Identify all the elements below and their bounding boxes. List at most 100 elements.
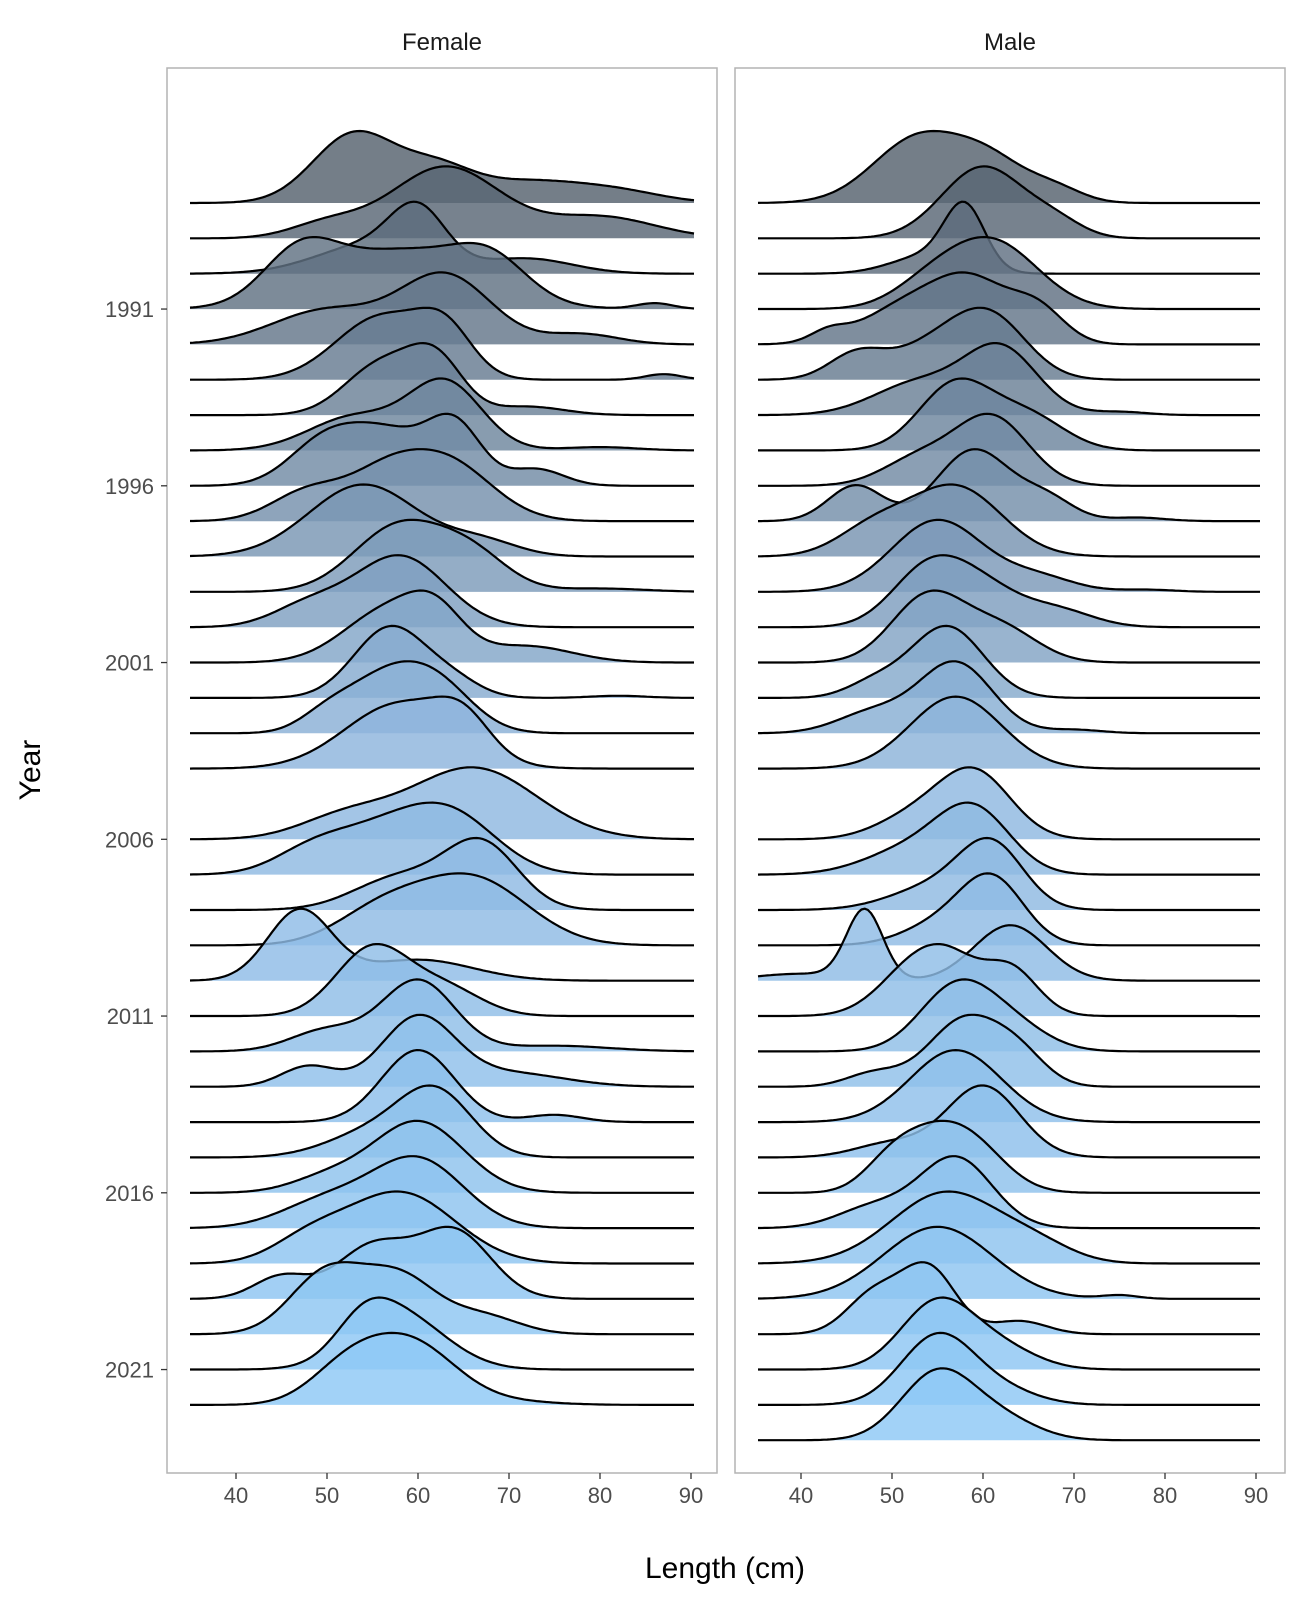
ridge-fill xyxy=(758,944,1260,1017)
x-axis-title: Length (cm) xyxy=(645,1552,805,1585)
ridge-male-2006 xyxy=(758,766,1260,841)
ridge-line xyxy=(758,1296,1260,1371)
ridge-line xyxy=(758,1225,1260,1300)
ridge-fill xyxy=(190,555,694,628)
ridge-male-1992 xyxy=(758,271,1260,346)
ridge-fill xyxy=(758,802,1260,875)
ridge-male-2018 xyxy=(758,1190,1260,1265)
ridge-female-1997 xyxy=(190,448,694,523)
ridge-fill xyxy=(758,873,1260,946)
ridge-line xyxy=(758,448,1260,523)
ridge-line xyxy=(190,836,694,912)
ridge-female-1989 xyxy=(190,165,695,240)
ridge-line xyxy=(758,306,1260,381)
ridge-male-2001 xyxy=(758,589,1260,664)
ridge-fill xyxy=(758,1120,1260,1193)
ridge-male-1995 xyxy=(758,377,1260,452)
ridge-line xyxy=(758,1084,1260,1159)
ridge-line xyxy=(189,483,694,558)
ridge-line xyxy=(758,1367,1260,1442)
ridge-fill xyxy=(758,908,1260,981)
ridge-female-2001 xyxy=(190,589,694,664)
ridge-female-2022 xyxy=(190,1331,694,1406)
x-tick-label-male-90: 90 xyxy=(1244,1483,1268,1508)
ridge-line xyxy=(758,978,1260,1053)
ridge-male-2021 xyxy=(758,1296,1260,1371)
ridge-fill xyxy=(758,1085,1260,1158)
ridge-female-2004 xyxy=(189,695,694,770)
ridge-line xyxy=(758,836,1260,912)
ridge-line xyxy=(190,624,695,699)
ridge-fill xyxy=(190,413,694,486)
ridge-male-2012 xyxy=(758,978,1260,1053)
ridge-fill xyxy=(758,1191,1260,1264)
ridge-male-2000 xyxy=(758,554,1260,629)
ridge-line xyxy=(758,1190,1260,1265)
ridge-fill xyxy=(758,625,1260,698)
ridge-fill xyxy=(758,838,1260,910)
ridge-line xyxy=(758,1119,1260,1194)
ridge-line xyxy=(757,907,1260,982)
y-tick-label-2011: 2011 xyxy=(107,1004,154,1029)
ridge-female-2007 xyxy=(189,801,694,876)
ridge-line xyxy=(189,1155,694,1230)
y-tick-label-2016: 2016 xyxy=(105,1181,154,1206)
ridge-fill xyxy=(190,1332,694,1405)
ridges-male xyxy=(757,129,1261,1442)
ridge-line xyxy=(190,342,694,417)
ridge-female-2017 xyxy=(189,1155,694,1230)
ridge-male-1991 xyxy=(758,236,1260,311)
ridge-line xyxy=(758,695,1260,770)
ridge-female-2013 xyxy=(190,1013,694,1088)
ridge-line xyxy=(190,377,694,452)
x-tick-label-female-60: 60 xyxy=(406,1483,430,1508)
ridge-line xyxy=(758,1331,1260,1406)
ridge-male-2007 xyxy=(757,801,1260,876)
ridge-female-2011 xyxy=(190,943,694,1018)
x-axis: 40 50 60 70 80 90 40 50 60 70 80 90 xyxy=(224,1473,1268,1508)
ridge-female-2015 xyxy=(190,1084,694,1159)
ridge-fill xyxy=(190,1262,694,1335)
ridge-line xyxy=(758,589,1260,664)
ridge-line xyxy=(189,412,694,487)
ridge-female-1996 xyxy=(189,412,694,487)
ridge-male-1997 xyxy=(758,448,1260,523)
ridge-female-1993 xyxy=(190,306,695,381)
ridge-line xyxy=(758,271,1260,346)
ridge-female-2000 xyxy=(190,554,694,629)
ridge-fill xyxy=(758,131,1260,203)
y-tick-label-2001: 2001 xyxy=(105,651,154,676)
ridge-fill xyxy=(758,1262,1260,1335)
x-tick-label-female-40: 40 xyxy=(224,1483,248,1508)
ridge-line xyxy=(190,660,694,735)
ridge-fill xyxy=(190,272,694,345)
ridge-line xyxy=(190,554,694,629)
ridge-male-2014 xyxy=(758,1049,1260,1124)
ridge-male-2008 xyxy=(758,836,1260,912)
ridge-fill xyxy=(758,1156,1260,1229)
ridge-female-2010 xyxy=(189,907,694,982)
ridge-line xyxy=(190,1119,694,1194)
ridge-line xyxy=(190,165,695,240)
ridge-male-2017 xyxy=(758,1155,1260,1230)
ridge-fill xyxy=(758,661,1260,734)
ridge-line xyxy=(758,236,1260,311)
ridge-line xyxy=(190,766,694,841)
ridge-line xyxy=(758,165,1260,240)
ridge-line xyxy=(190,1261,694,1336)
ridges-female xyxy=(189,129,695,1406)
ridge-female-2014 xyxy=(190,1049,694,1124)
ridge-fill xyxy=(758,519,1260,592)
ridge-male-1998 xyxy=(758,483,1260,558)
ridge-line xyxy=(758,766,1260,841)
ridge-fill xyxy=(758,272,1260,345)
ridge-fill xyxy=(190,484,694,557)
ridge-line xyxy=(758,1049,1260,1124)
ridge-female-2002 xyxy=(190,624,695,699)
ridge-fill xyxy=(758,484,1260,557)
ridge-line xyxy=(190,589,694,664)
ridge-fill xyxy=(758,1332,1260,1405)
y-axis: 1991 1996 2001 2006 2011 2016 2021 xyxy=(105,297,167,1383)
panel-female: Female xyxy=(166,29,718,1474)
